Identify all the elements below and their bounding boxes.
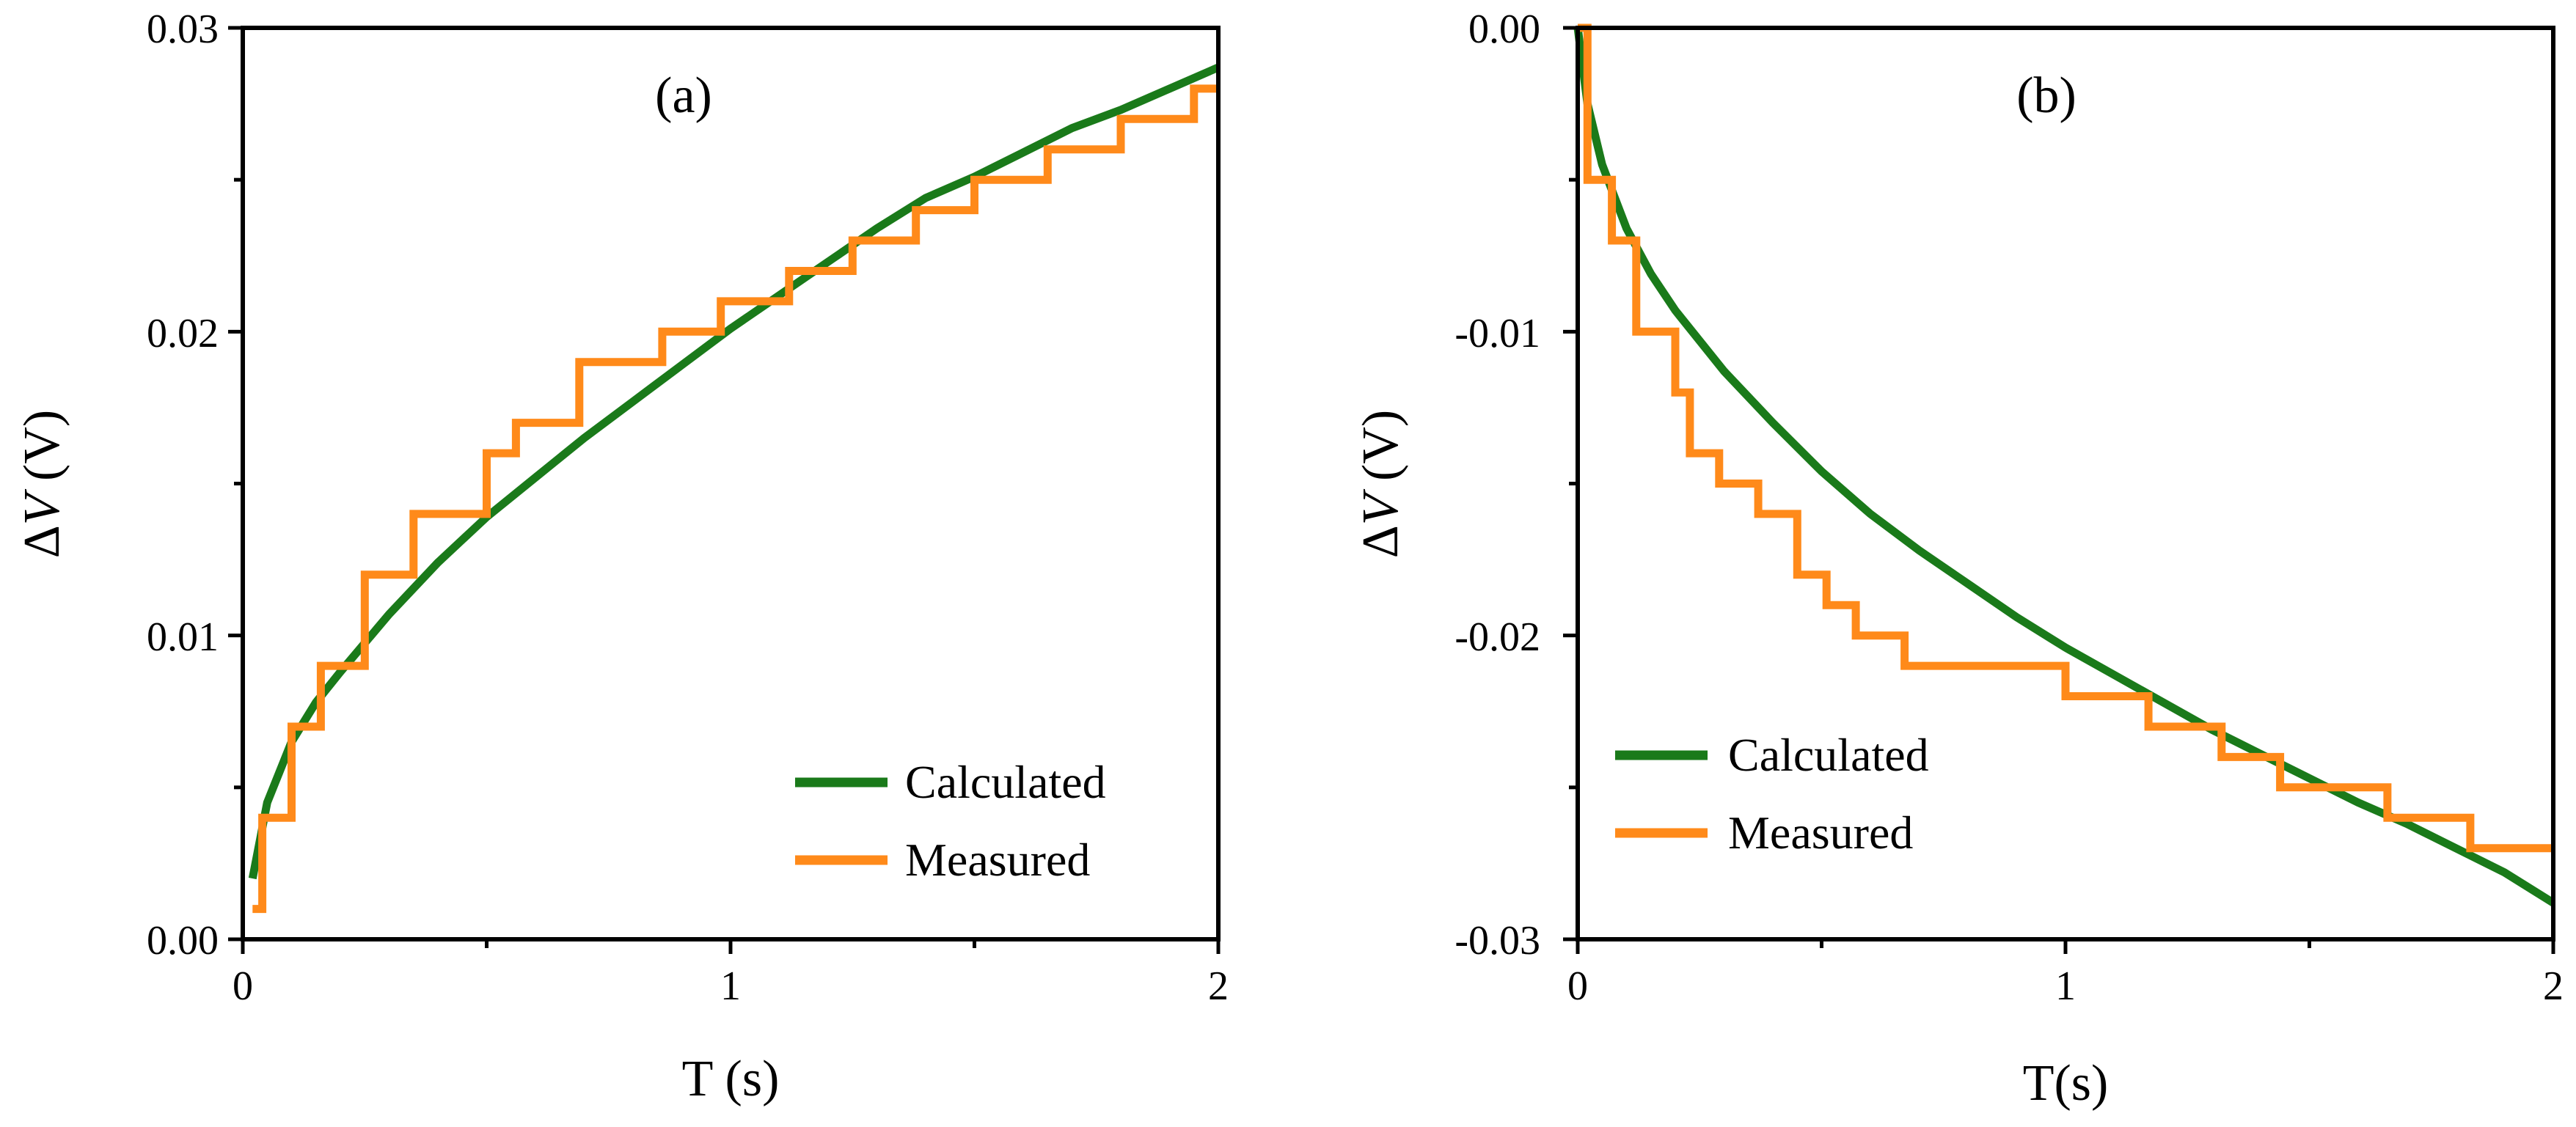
panel-b-x-tick-label: 1 bbox=[2055, 963, 2076, 1009]
panel-b-x-axis-title: T(s) bbox=[2023, 1055, 2109, 1112]
panel-a-y-tick-label: 0.03 bbox=[147, 7, 219, 52]
panel-a-series bbox=[248, 63, 1221, 914]
panel-b: -0.03 -0.02 -0.01 0.00 0 1 2 T(s) ΔV (V)… bbox=[1353, 7, 2564, 1112]
panel-b-y-axis-unit: (V) bbox=[1353, 410, 1409, 494]
panel-b-legend: Calculated Measured bbox=[1615, 729, 1929, 859]
panel-b-series-measured bbox=[1578, 23, 2553, 853]
panel-b-x-tick-label: 0 bbox=[1567, 963, 1588, 1009]
panel-a-x-tick-label: 2 bbox=[1208, 963, 1229, 1009]
panel-b-legend-label-measured: Measured bbox=[1728, 807, 1913, 859]
panel-a-x-tick-label: 0 bbox=[233, 963, 253, 1009]
panel-b-y-tick-label: -0.01 bbox=[1455, 311, 1540, 356]
panel-a-y-tick-label: 0.00 bbox=[147, 918, 219, 963]
panel-a-y-axis-variable: V bbox=[14, 488, 70, 525]
panel-b-y-axis-title: ΔV (V) bbox=[1353, 410, 1409, 558]
panel-a-y-axis-delta: Δ bbox=[14, 525, 70, 558]
panel-a-x-axis-title: T (s) bbox=[682, 1051, 780, 1107]
panel-b-y-tick-label: -0.02 bbox=[1455, 614, 1540, 660]
panel-a-y-axis-unit: (V) bbox=[14, 410, 70, 494]
panel-b-y-axis-variable: V bbox=[1353, 488, 1409, 525]
panel-b-x-tick-label: 2 bbox=[2543, 963, 2564, 1009]
panel-a-series-measured bbox=[252, 84, 1218, 914]
panel-b-ticks bbox=[1563, 26, 2555, 954]
panel-a-legend: Calculated Measured bbox=[795, 756, 1106, 886]
panel-a: 0.00 0.01 0.02 0.03 0 1 2 T (s) ΔV (V) (… bbox=[14, 7, 1229, 1107]
panel-a-label: (a) bbox=[655, 67, 712, 124]
panel-a-legend-label-measured: Measured bbox=[905, 834, 1090, 886]
panel-a-series-calculated bbox=[248, 63, 1221, 880]
panel-a-y-tick-label: 0.02 bbox=[147, 311, 219, 356]
panel-b-series-calculated bbox=[1573, 27, 2555, 906]
panel-b-label: (b) bbox=[2016, 67, 2076, 124]
panel-a-y-tick-label: 0.01 bbox=[147, 614, 219, 660]
panel-b-y-tick-label: -0.03 bbox=[1455, 918, 1540, 963]
panel-b-y-axis-delta: Δ bbox=[1353, 525, 1409, 558]
panel-b-legend-label-calculated: Calculated bbox=[1728, 729, 1929, 781]
panel-b-y-tick-label: 0.00 bbox=[1468, 7, 1540, 52]
panel-a-y-axis-title: ΔV (V) bbox=[14, 410, 70, 558]
panel-a-legend-label-calculated: Calculated bbox=[905, 756, 1106, 808]
panel-a-ticks bbox=[228, 26, 1221, 954]
panel-a-x-tick-label: 1 bbox=[720, 963, 741, 1009]
panel-b-series bbox=[1573, 23, 2555, 906]
